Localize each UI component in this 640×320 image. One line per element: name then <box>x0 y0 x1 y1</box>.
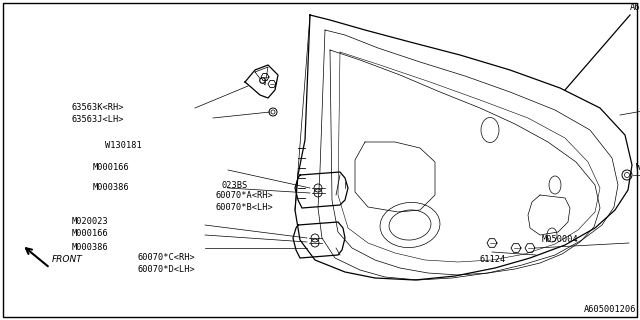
Text: W130181: W130181 <box>105 140 141 149</box>
Text: 60070*C<RH>: 60070*C<RH> <box>138 253 196 262</box>
Text: 60070*D<LH>: 60070*D<LH> <box>138 266 196 275</box>
Text: M000386: M000386 <box>72 244 109 252</box>
Circle shape <box>625 172 630 178</box>
Text: 63563J<LH>: 63563J<LH> <box>72 116 125 124</box>
Text: M050004: M050004 <box>542 236 579 244</box>
Text: W270027: W270027 <box>636 164 640 172</box>
Text: 60070*B<LH>: 60070*B<LH> <box>215 203 273 212</box>
Text: FRONT: FRONT <box>52 255 83 265</box>
Text: 60070*A<RH>: 60070*A<RH> <box>215 190 273 199</box>
Text: M000166: M000166 <box>93 164 130 172</box>
Text: A605001206: A605001206 <box>630 4 640 12</box>
Text: 63563K<RH>: 63563K<RH> <box>72 103 125 113</box>
Text: A605001206: A605001206 <box>584 306 636 315</box>
Text: 023BS: 023BS <box>222 180 248 189</box>
Text: M020023: M020023 <box>72 218 109 227</box>
Text: 61124: 61124 <box>480 255 506 265</box>
Circle shape <box>271 110 275 114</box>
Text: M000386: M000386 <box>93 183 130 193</box>
Text: M000166: M000166 <box>72 229 109 238</box>
